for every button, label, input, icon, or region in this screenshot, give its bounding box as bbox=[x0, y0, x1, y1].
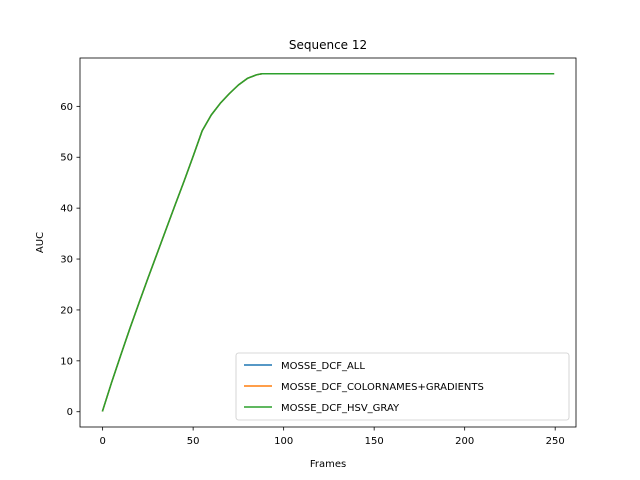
plot-frame bbox=[79, 57, 577, 428]
legend: MOSSE_DCF_ALL MOSSE_DCF_COLORNAMES+GRADIE… bbox=[235, 352, 570, 421]
y-tick-label: 20 bbox=[60, 305, 73, 316]
x-tick-label: 50 bbox=[187, 436, 200, 447]
x-axis-label: Frames bbox=[310, 459, 346, 470]
y-tick-label: 60 bbox=[60, 102, 73, 113]
y-tick-label: 40 bbox=[60, 204, 73, 215]
x-tick-label: 100 bbox=[274, 436, 293, 447]
y-tick-label: 50 bbox=[60, 153, 73, 164]
y-tick-label: 30 bbox=[60, 255, 73, 266]
series-layer bbox=[101, 73, 555, 412]
legend-label: MOSSE_DCF_HSV_GRAY bbox=[281, 403, 400, 414]
y-axis-label: AUC bbox=[35, 232, 46, 253]
y-axis: 0 10 20 30 40 50 60 bbox=[60, 102, 80, 418]
y-tick-label: 0 bbox=[67, 407, 73, 418]
legend-label: MOSSE_DCF_COLORNAMES+GRADIENTS bbox=[281, 382, 484, 393]
x-tick-label: 0 bbox=[99, 436, 105, 447]
x-tick-label: 250 bbox=[546, 436, 565, 447]
legend-box bbox=[235, 352, 570, 421]
legend-label: MOSSE_DCF_ALL bbox=[281, 361, 365, 372]
y-tick-label: 10 bbox=[60, 356, 73, 367]
series-line-3 bbox=[101, 73, 555, 412]
x-axis: 0 50 100 150 200 250 bbox=[99, 427, 565, 447]
x-tick-label: 150 bbox=[365, 436, 384, 447]
chart-title: Sequence 12 bbox=[289, 38, 367, 52]
x-tick-label: 200 bbox=[455, 436, 474, 447]
